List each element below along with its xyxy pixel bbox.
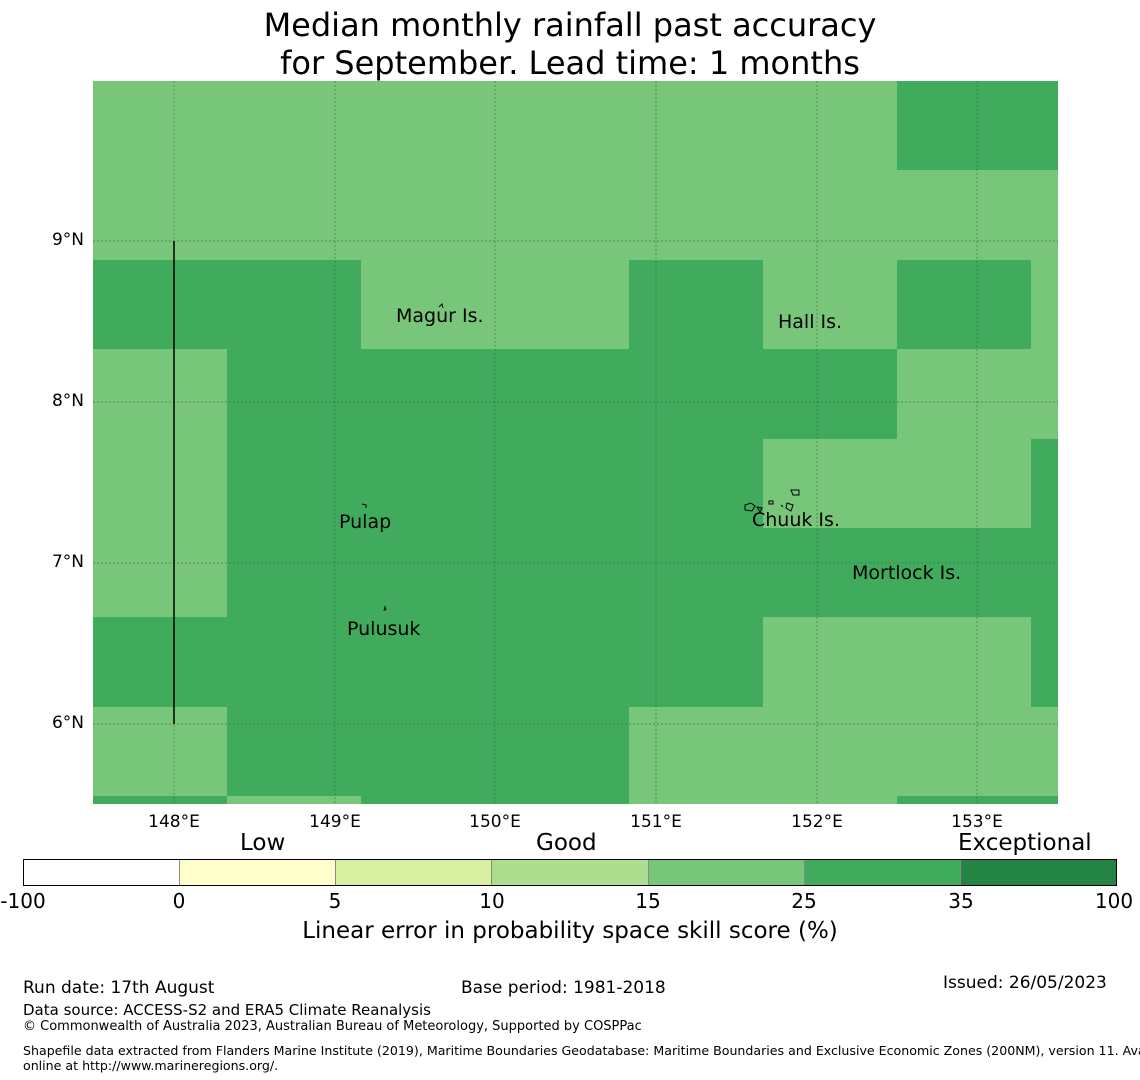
lon-label: 150°E (469, 812, 521, 832)
copyright: © Commonwealth of Australia 2023, Austra… (23, 1019, 642, 1034)
colorbar-segment (804, 860, 961, 885)
skill-cell (1031, 617, 1058, 707)
skill-cell (897, 81, 1058, 170)
colorbar-tick: -100 (0, 889, 46, 913)
colorbar-tick: 100 (1094, 889, 1134, 913)
skill-cell (629, 260, 763, 349)
lat-label: 9°N (51, 230, 84, 250)
lon-label: 149°E (309, 812, 361, 832)
lon-label: 151°E (630, 812, 682, 832)
lat-label: 8°N (51, 391, 84, 411)
colorbar-tick: 5 (328, 889, 342, 913)
colorbar-label: Linear error in probability space skill … (302, 918, 838, 944)
skill-cell (227, 349, 897, 439)
skill-cell (1031, 439, 1058, 528)
skill-map (93, 81, 1058, 804)
colorbar-segment (180, 860, 337, 885)
colorbar-tick: 35 (948, 889, 974, 913)
lon-label: 152°E (791, 812, 843, 832)
colorbar-tick: 0 (172, 889, 186, 913)
place-label-mortlock: Mortlock Is. (852, 562, 962, 584)
island-outlines (361, 303, 800, 612)
skill-cell (93, 617, 763, 707)
colorbar-tick: 25 (791, 889, 817, 913)
skill-cell (227, 707, 629, 796)
colorbar-segment (648, 860, 805, 885)
legend-category-exceptional: Exceptional (958, 830, 1092, 856)
title-line-1: Median monthly rainfall past accuracy (263, 6, 877, 44)
colorbar-segment (492, 860, 649, 885)
skill-cell (93, 260, 361, 349)
place-label-hall: Hall Is. (778, 311, 843, 333)
shapefile-credit-line-1: Shapefile data extracted from Flanders M… (23, 1043, 1140, 1058)
place-label-pulap: Pulap (339, 511, 392, 533)
map-title: Median monthly rainfall past accuracy fo… (0, 6, 1140, 82)
place-label-chuuk: Chuuk Is. (752, 509, 840, 531)
title-line-2: for September. Lead time: 1 months (280, 44, 860, 82)
lon-label: 148°E (148, 812, 200, 832)
skill-cell (227, 528, 1058, 617)
skill-cell (897, 260, 1031, 349)
legend-category-low: Low (240, 830, 286, 856)
place-label-pulusuk: Pulusuk (347, 618, 421, 640)
colorbar-tick: 15 (635, 889, 661, 913)
place-label-magur: Magur Is. (396, 305, 484, 327)
run-date: Run date: 17th August (23, 978, 215, 998)
colorbar-segment (960, 860, 1116, 885)
colorbar-segment (336, 860, 493, 885)
colorbar-segment (24, 860, 181, 885)
shapefile-credit-line-2: online at http://www.marineregions.org/. (23, 1058, 279, 1073)
data-source: Data source: ACCESS-S2 and ERA5 Climate … (23, 1001, 431, 1019)
skill-cell (93, 796, 227, 804)
base-period: Base period: 1981-2018 (461, 978, 666, 998)
lon-label: 153°E (951, 812, 1003, 832)
issued-date: Issued: 26/05/2023 (943, 973, 1107, 993)
skill-cell (361, 796, 629, 804)
colorbar-tick: 10 (479, 889, 505, 913)
lat-label: 6°N (51, 713, 84, 733)
legend-category-good: Good (536, 830, 597, 856)
colorbar (23, 859, 1117, 886)
lat-label: 7°N (51, 552, 84, 572)
skill-cell (897, 796, 1058, 804)
